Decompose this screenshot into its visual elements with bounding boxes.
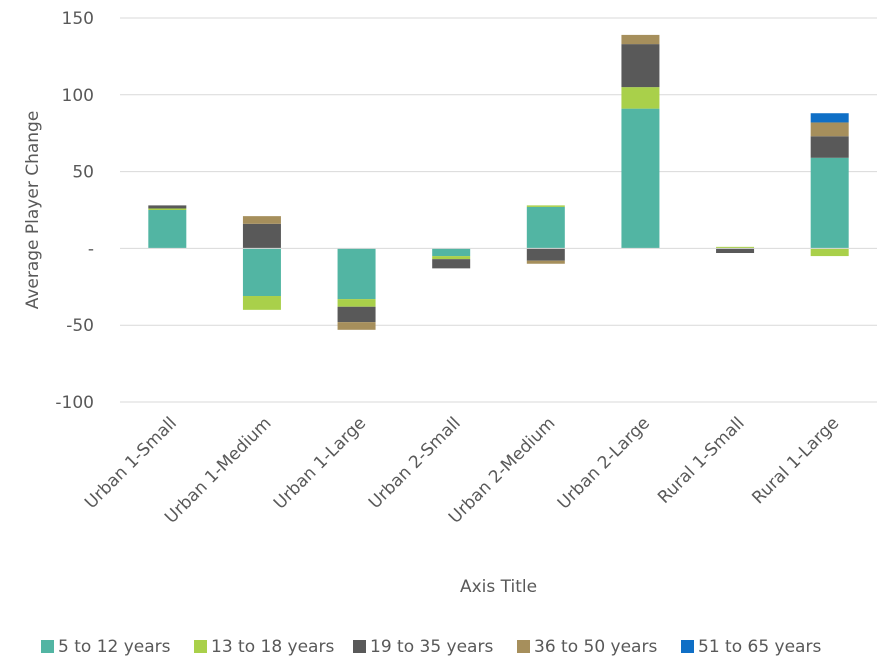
legend: 5 to 12 years 13 to 18 years 19 to 35 year… bbox=[41, 637, 821, 657]
x-category-label: Rural 1-Small bbox=[654, 413, 748, 507]
legend-label: 51 to 65 years bbox=[698, 637, 821, 657]
legend-swatch bbox=[41, 640, 54, 653]
bar-segment bbox=[242, 216, 281, 224]
legend-label: 36 to 50 years bbox=[534, 637, 657, 657]
x-category-label: Urban 2-Large bbox=[554, 413, 654, 513]
legend-swatch bbox=[353, 640, 366, 653]
y-axis-tick-labels: 150 100 50 - -50 -100 bbox=[55, 9, 94, 413]
bar-segment bbox=[337, 248, 376, 300]
bar-segment bbox=[621, 87, 660, 109]
y-tick-label: 150 bbox=[62, 9, 94, 29]
bar-segment bbox=[810, 113, 849, 123]
bar-segment bbox=[526, 205, 565, 207]
bar-segment bbox=[810, 122, 849, 137]
bar-segment bbox=[148, 208, 187, 210]
bar-segment bbox=[432, 256, 471, 260]
bar-segment bbox=[526, 260, 565, 264]
bar-segment bbox=[810, 157, 849, 249]
bar-segment bbox=[242, 248, 281, 297]
bar-segment bbox=[716, 246, 755, 249]
y-tick-label: - bbox=[88, 239, 94, 259]
bar-segment bbox=[526, 248, 565, 261]
x-category-label: Urban 2-Small bbox=[365, 413, 465, 513]
legend-swatch bbox=[194, 640, 207, 653]
y-tick-label: 100 bbox=[62, 86, 94, 106]
bar-segment bbox=[432, 259, 471, 269]
bar-segment bbox=[148, 210, 187, 249]
bar-segment bbox=[810, 248, 849, 257]
legend-swatch bbox=[681, 640, 694, 653]
legend-label: 13 to 18 years bbox=[211, 637, 334, 657]
bar-segment bbox=[242, 223, 281, 249]
x-category-label: Urban 2-Medium bbox=[445, 413, 559, 527]
bar-segment bbox=[148, 205, 187, 209]
bar-segment bbox=[432, 248, 471, 257]
y-tick-label: 50 bbox=[72, 163, 94, 183]
x-category-label: Urban 1-Medium bbox=[161, 413, 275, 527]
y-axis-title: Average Player Change bbox=[23, 111, 43, 310]
legend-label: 19 to 35 years bbox=[370, 637, 493, 657]
bars bbox=[148, 34, 849, 330]
bar-segment bbox=[810, 136, 849, 158]
bar-segment bbox=[242, 296, 281, 310]
bar-segment bbox=[337, 299, 376, 307]
x-category-label: Urban 1-Small bbox=[81, 413, 181, 513]
x-category-label: Rural 1-Large bbox=[748, 413, 843, 508]
bar-segment bbox=[621, 108, 660, 249]
bar-segment bbox=[716, 248, 755, 254]
legend-label: 5 to 12 years bbox=[58, 637, 171, 657]
bar-segment bbox=[621, 34, 660, 45]
y-tick-label: -50 bbox=[66, 316, 94, 336]
bar-segment bbox=[337, 322, 376, 330]
x-category-label: Urban 1-Large bbox=[270, 413, 370, 513]
y-tick-label: -100 bbox=[55, 393, 94, 413]
x-axis-title: Axis Title bbox=[460, 577, 537, 597]
bar-segment bbox=[337, 306, 376, 323]
legend-swatch bbox=[517, 640, 530, 653]
bar-segment bbox=[621, 44, 660, 88]
gridlines bbox=[120, 17, 877, 403]
bar-segment bbox=[526, 206, 565, 249]
